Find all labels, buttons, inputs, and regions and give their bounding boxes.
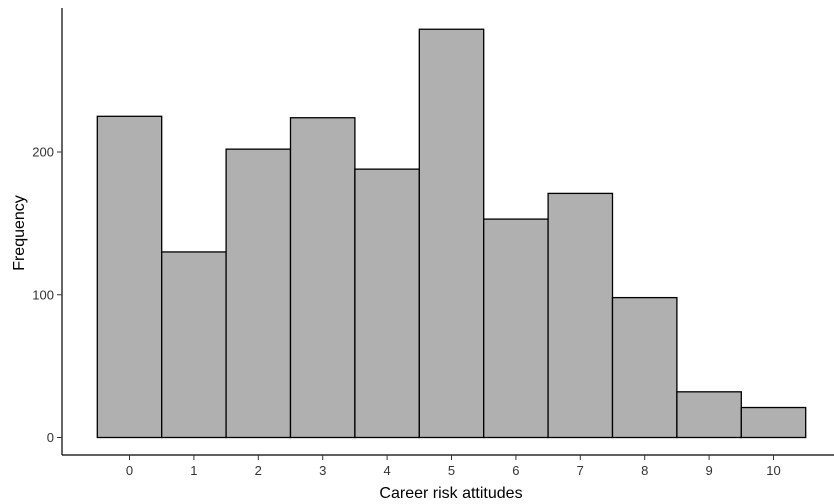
x-tick-label-3: 3 bbox=[319, 463, 326, 478]
histogram-bar-3 bbox=[291, 118, 355, 438]
histogram-bar-2 bbox=[226, 149, 290, 437]
x-tick-label-10: 10 bbox=[766, 463, 780, 478]
x-tick-label-5: 5 bbox=[448, 463, 455, 478]
y-tick-label-100: 100 bbox=[32, 287, 54, 302]
x-tick-label-6: 6 bbox=[512, 463, 519, 478]
x-tick-label-2: 2 bbox=[255, 463, 262, 478]
bars-layer bbox=[97, 29, 805, 437]
x-axis-ticks: 0 1 2 3 4 5 6 7 8 9 10 bbox=[126, 455, 781, 478]
histogram-bar-4 bbox=[355, 169, 419, 437]
y-axis-title: Frequency bbox=[11, 195, 28, 271]
x-tick-label-9: 9 bbox=[705, 463, 712, 478]
histogram-bar-10 bbox=[741, 408, 805, 438]
histogram-bar-9 bbox=[677, 392, 741, 438]
y-tick-label-0: 0 bbox=[47, 430, 54, 445]
histogram-bar-7 bbox=[548, 193, 612, 437]
y-tick-label-200: 200 bbox=[32, 145, 54, 160]
histogram-bar-5 bbox=[419, 29, 483, 437]
x-axis-title: Career risk attitudes bbox=[379, 485, 522, 502]
x-tick-label-8: 8 bbox=[641, 463, 648, 478]
histogram-bar-6 bbox=[484, 219, 548, 437]
x-tick-label-1: 1 bbox=[190, 463, 197, 478]
x-tick-label-0: 0 bbox=[126, 463, 133, 478]
x-tick-label-4: 4 bbox=[383, 463, 390, 478]
histogram-bar-1 bbox=[162, 252, 226, 438]
histogram-bar-0 bbox=[97, 116, 161, 437]
x-tick-label-7: 7 bbox=[577, 463, 584, 478]
y-axis-ticks: 0 100 200 bbox=[32, 145, 62, 446]
histogram-bar-8 bbox=[613, 298, 677, 438]
